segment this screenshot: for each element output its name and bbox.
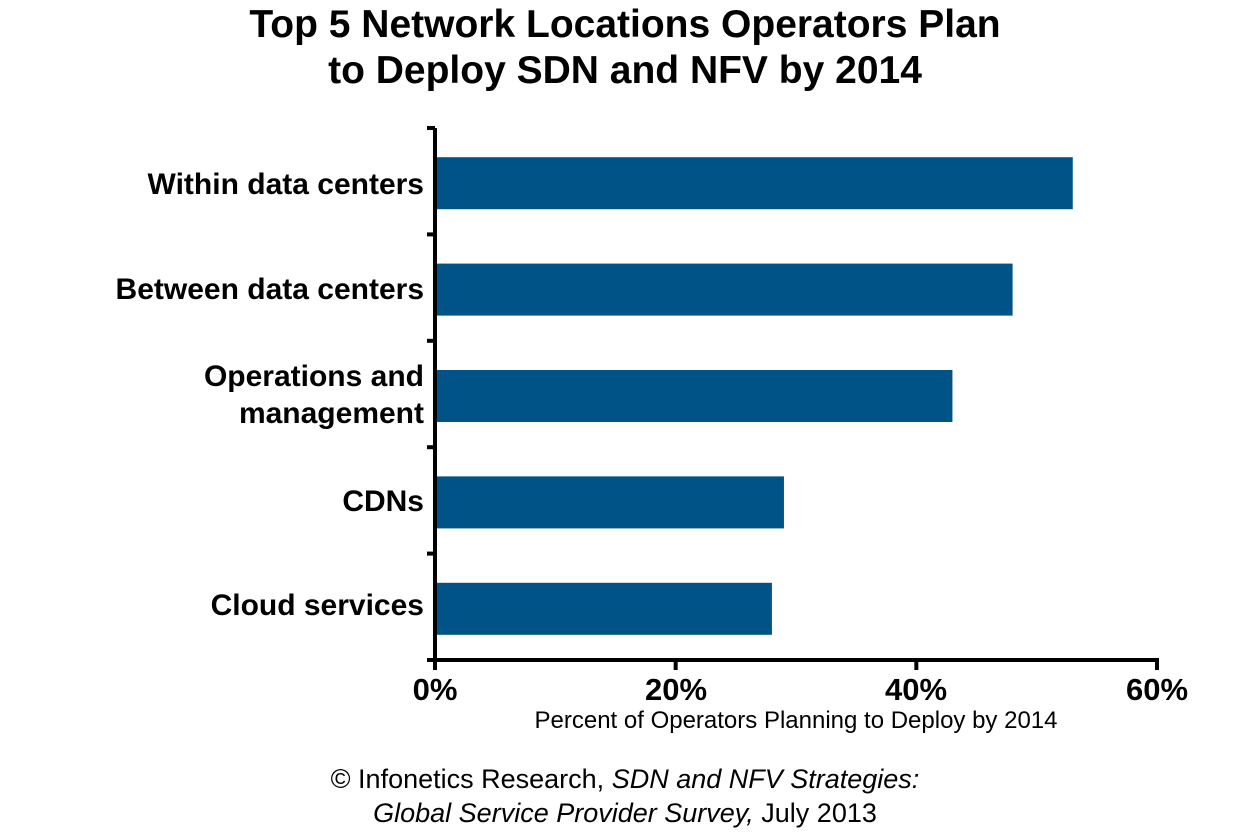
category-label: Within data centers [147, 168, 424, 201]
bar [435, 157, 1073, 210]
bar [435, 263, 1013, 316]
x-tick-label: 20% [644, 672, 708, 707]
x-tick-label: 0% [412, 672, 458, 707]
x-tick-label: 40% [884, 672, 948, 707]
x-axis-label: Percent of Operators Planning to Deploy … [534, 707, 1058, 734]
bar [435, 476, 784, 529]
title-line-2: to Deploy SDN and NFV by 2014 [328, 49, 922, 92]
category-label: Operations and management [203, 360, 424, 430]
bar [435, 370, 953, 422]
category-label: Between data centers [115, 273, 424, 306]
source-citation: © Infonetics Research, SDN and NFV Strat… [330, 764, 920, 828]
x-tick-label: 60% [1125, 672, 1189, 707]
category-label: Cloud services [210, 589, 424, 622]
title-line-1: Top 5 Network Locations Operators Plan [249, 3, 1001, 46]
chart-title: Top 5 Network Locations Operators Plan t… [0, 2, 1250, 94]
bar [435, 582, 772, 635]
category-label: CDNs [342, 485, 424, 518]
